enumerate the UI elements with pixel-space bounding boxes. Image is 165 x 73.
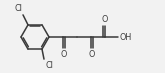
- Text: O: O: [60, 50, 67, 59]
- Text: O: O: [88, 50, 95, 59]
- Text: OH: OH: [119, 32, 131, 41]
- Text: O: O: [101, 15, 108, 24]
- Text: Cl: Cl: [14, 4, 22, 13]
- Text: Cl: Cl: [45, 61, 53, 70]
